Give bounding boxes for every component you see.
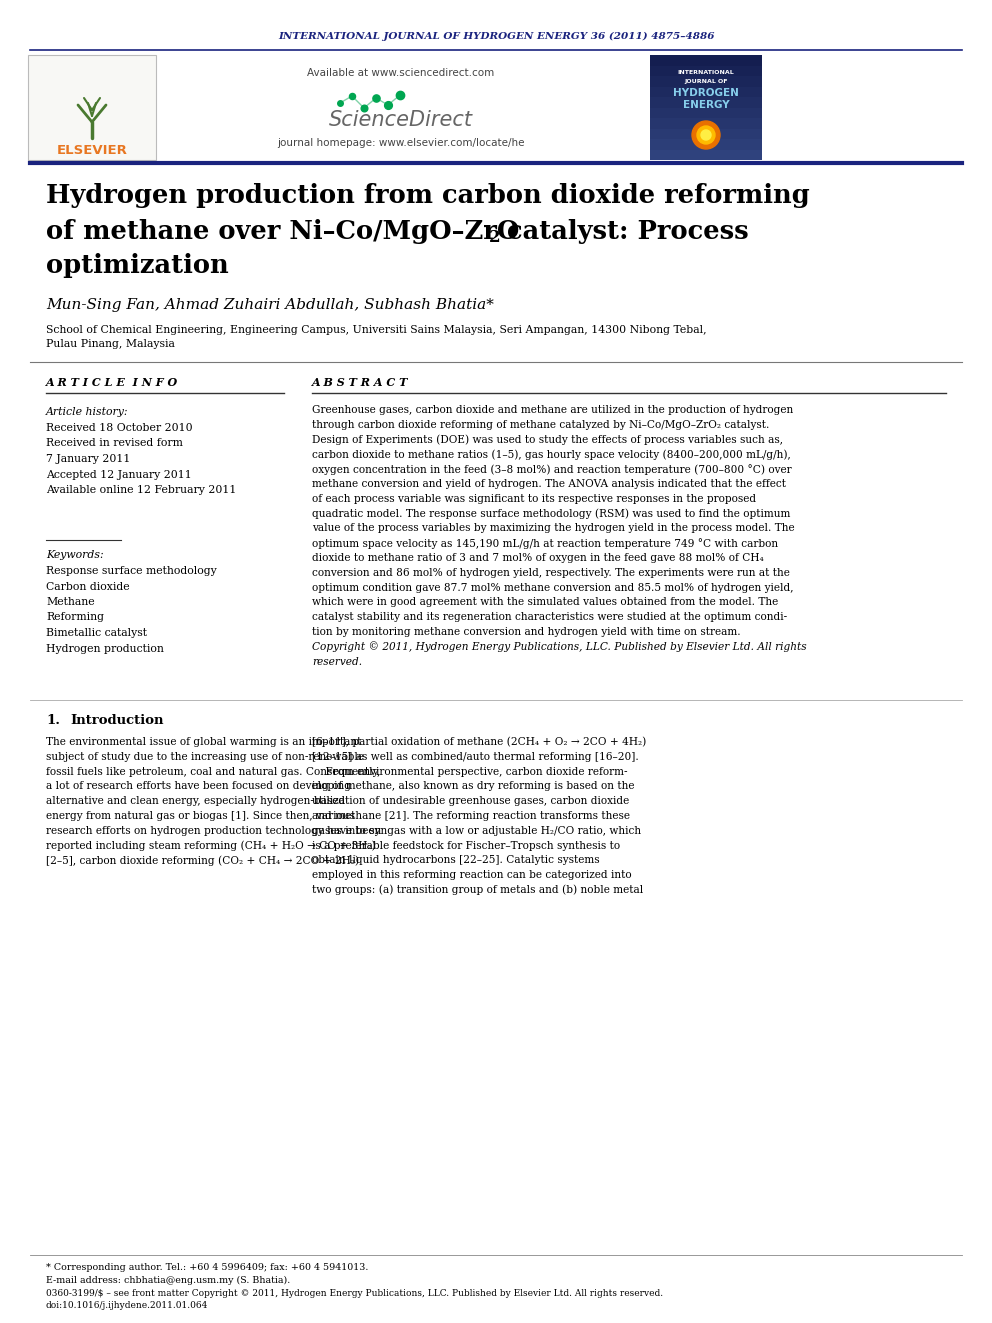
Bar: [28, 56, 156, 160]
Text: of methane over Ni–Co/MgO–ZrO: of methane over Ni–Co/MgO–ZrO: [46, 218, 520, 243]
Text: Introduction: Introduction: [70, 713, 164, 726]
Text: optimum condition gave 87.7 mol% methane conversion and 85.5 mol% of hydrogen yi: optimum condition gave 87.7 mol% methane…: [312, 582, 794, 593]
Text: research efforts on hydrogen production technology have been: research efforts on hydrogen production …: [46, 826, 381, 836]
Text: reserved.: reserved.: [312, 656, 362, 667]
Text: methane conversion and yield of hydrogen. The ANOVA analysis indicated that the : methane conversion and yield of hydrogen…: [312, 479, 786, 490]
Text: utilization of undesirable greenhouse gases, carbon dioxide: utilization of undesirable greenhouse ga…: [312, 796, 629, 806]
Circle shape: [701, 130, 711, 140]
Text: gases into syngas with a low or adjustable H₂/CO ratio, which: gases into syngas with a low or adjustab…: [312, 826, 641, 836]
Text: Accepted 12 January 2011: Accepted 12 January 2011: [46, 470, 191, 479]
Text: ELSEVIER: ELSEVIER: [57, 143, 127, 156]
Text: INTERNATIONAL JOURNAL OF HYDROGEN ENERGY 36 (2011) 4875–4886: INTERNATIONAL JOURNAL OF HYDROGEN ENERGY…: [278, 32, 714, 41]
Text: tion by monitoring methane conversion and hydrogen yield with time on stream.: tion by monitoring methane conversion an…: [312, 627, 741, 636]
Text: [2–5], carbon dioxide reforming (CO₂ + CH₄ → 2CO + 2H₂): [2–5], carbon dioxide reforming (CO₂ + C…: [46, 855, 359, 865]
Text: is a preferable feedstock for Fischer–Tropsch synthesis to: is a preferable feedstock for Fischer–Tr…: [312, 840, 620, 851]
Text: Keywords:: Keywords:: [46, 550, 103, 560]
Text: ENERGY: ENERGY: [682, 101, 729, 110]
Text: ing of methane, also known as dry reforming is based on the: ing of methane, also known as dry reform…: [312, 782, 635, 791]
Bar: [650, 128, 762, 139]
Text: through carbon dioxide reforming of methane catalyzed by Ni–Co/MgO–ZrO₂ catalyst: through carbon dioxide reforming of meth…: [312, 419, 770, 430]
Text: dioxide to methane ratio of 3 and 7 mol% of oxygen in the feed gave 88 mol% of C: dioxide to methane ratio of 3 and 7 mol%…: [312, 553, 764, 564]
Bar: [650, 149, 762, 160]
Text: Methane: Methane: [46, 597, 94, 607]
Text: Hydrogen production: Hydrogen production: [46, 643, 164, 654]
Text: [6–11], partial oxidation of methane (2CH₄ + O₂ → 2CO + 4H₂): [6–11], partial oxidation of methane (2C…: [312, 737, 646, 747]
Text: journal homepage: www.elsevier.com/locate/he: journal homepage: www.elsevier.com/locat…: [277, 138, 525, 148]
Text: JOURNAL OF: JOURNAL OF: [684, 79, 728, 85]
Text: Reforming: Reforming: [46, 613, 104, 623]
Text: The environmental issue of global warming is an important: The environmental issue of global warmin…: [46, 737, 361, 747]
Bar: [650, 75, 762, 86]
Text: [12–15] as well as combined/auto thermal reforming [16–20].: [12–15] as well as combined/auto thermal…: [312, 751, 639, 762]
Bar: [650, 56, 762, 66]
Text: Pulau Pinang, Malaysia: Pulau Pinang, Malaysia: [46, 339, 175, 349]
Text: From environmental perspective, carbon dioxide reform-: From environmental perspective, carbon d…: [312, 766, 628, 777]
Text: catalyst: Process: catalyst: Process: [498, 218, 749, 243]
Text: Design of Experiments (DOE) was used to study the effects of process variables s: Design of Experiments (DOE) was used to …: [312, 434, 783, 445]
Bar: [650, 97, 762, 107]
Text: conversion and 86 mol% of hydrogen yield, respectively. The experiments were run: conversion and 86 mol% of hydrogen yield…: [312, 568, 790, 578]
Text: carbon dioxide to methane ratios (1–5), gas hourly space velocity (8400–200,000 : carbon dioxide to methane ratios (1–5), …: [312, 448, 791, 459]
Text: 2: 2: [489, 229, 501, 246]
Text: A R T I C L E  I N F O: A R T I C L E I N F O: [46, 377, 179, 389]
Text: E-mail address: chbhatia@eng.usm.my (S. Bhatia).: E-mail address: chbhatia@eng.usm.my (S. …: [46, 1275, 291, 1285]
Bar: [650, 86, 762, 97]
Text: catalyst stability and its regeneration characteristics were studied at the opti: catalyst stability and its regeneration …: [312, 613, 787, 622]
Text: employed in this reforming reaction can be categorized into: employed in this reforming reaction can …: [312, 871, 632, 880]
Text: fossil fuels like petroleum, coal and natural gas. Consequently,: fossil fuels like petroleum, coal and na…: [46, 766, 380, 777]
Text: Carbon dioxide: Carbon dioxide: [46, 582, 130, 591]
Text: Available at www.sciencedirect.com: Available at www.sciencedirect.com: [308, 67, 495, 78]
Text: two groups: (a) transition group of metals and (b) noble metal: two groups: (a) transition group of meta…: [312, 885, 643, 896]
Circle shape: [692, 120, 720, 149]
Text: Mun-Sing Fan, Ahmad Zuhairi Abdullah, Subhash Bhatia*: Mun-Sing Fan, Ahmad Zuhairi Abdullah, Su…: [46, 298, 494, 312]
Text: of each process variable was significant to its respective responses in the prop: of each process variable was significant…: [312, 493, 756, 504]
Text: A B S T R A C T: A B S T R A C T: [312, 377, 409, 389]
Text: Copyright © 2011, Hydrogen Energy Publications, LLC. Published by Elsevier Ltd. : Copyright © 2011, Hydrogen Energy Public…: [312, 642, 806, 652]
Text: Greenhouse gases, carbon dioxide and methane are utilized in the production of h: Greenhouse gases, carbon dioxide and met…: [312, 405, 794, 415]
Text: energy from natural gas or biogas [1]. Since then, various: energy from natural gas or biogas [1]. S…: [46, 811, 355, 822]
Text: 7 January 2011: 7 January 2011: [46, 454, 130, 464]
Text: quadratic model. The response surface methodology (RSM) was used to find the opt: quadratic model. The response surface me…: [312, 508, 791, 519]
Text: a lot of research efforts have been focused on developing: a lot of research efforts have been focu…: [46, 782, 351, 791]
Bar: [650, 56, 762, 160]
Bar: [650, 139, 762, 149]
Bar: [650, 118, 762, 128]
Text: subject of study due to the increasing use of non-renewable: subject of study due to the increasing u…: [46, 751, 364, 762]
Text: and methane [21]. The reforming reaction transforms these: and methane [21]. The reforming reaction…: [312, 811, 630, 822]
Text: optimum space velocity as 145,190 mL/g/h at reaction temperature 749 °C with car: optimum space velocity as 145,190 mL/g/h…: [312, 537, 778, 549]
Text: obtain liquid hydrocarbons [22–25]. Catalytic systems: obtain liquid hydrocarbons [22–25]. Cata…: [312, 856, 599, 865]
Text: Response surface methodology: Response surface methodology: [46, 566, 216, 576]
Text: * Corresponding author. Tel.: +60 4 5996409; fax: +60 4 5941013.: * Corresponding author. Tel.: +60 4 5996…: [46, 1262, 368, 1271]
Text: reported including steam reforming (CH₄ + H₂O → CO + 3H₂): reported including steam reforming (CH₄ …: [46, 840, 376, 851]
Text: Available online 12 February 2011: Available online 12 February 2011: [46, 486, 236, 495]
Text: 0360-3199/$ – see front matter Copyright © 2011, Hydrogen Energy Publications, L: 0360-3199/$ – see front matter Copyright…: [46, 1289, 663, 1298]
Text: alternative and clean energy, especially hydrogen-based: alternative and clean energy, especially…: [46, 796, 345, 806]
Text: oxygen concentration in the feed (3–8 mol%) and reaction temperature (700–800 °C: oxygen concentration in the feed (3–8 mo…: [312, 464, 792, 475]
Text: Article history:: Article history:: [46, 407, 129, 417]
Text: Bimetallic catalyst: Bimetallic catalyst: [46, 628, 147, 638]
Text: 1.: 1.: [46, 713, 60, 726]
Bar: [650, 107, 762, 118]
Text: Received 18 October 2010: Received 18 October 2010: [46, 423, 192, 433]
Text: INTERNATIONAL: INTERNATIONAL: [678, 70, 734, 74]
Text: ScienceDirect: ScienceDirect: [329, 110, 473, 130]
Circle shape: [697, 126, 715, 144]
Text: value of the process variables by maximizing the hydrogen yield in the process m: value of the process variables by maximi…: [312, 524, 795, 533]
Text: doi:10.1016/j.ijhydene.2011.01.064: doi:10.1016/j.ijhydene.2011.01.064: [46, 1302, 208, 1311]
Text: which were in good agreement with the simulated values obtained from the model. : which were in good agreement with the si…: [312, 598, 779, 607]
Text: Received in revised form: Received in revised form: [46, 438, 183, 448]
Text: School of Chemical Engineering, Engineering Campus, Universiti Sains Malaysia, S: School of Chemical Engineering, Engineer…: [46, 325, 706, 335]
Text: HYDROGEN: HYDROGEN: [673, 89, 739, 98]
Bar: [650, 66, 762, 75]
Text: optimization: optimization: [46, 254, 229, 279]
Text: Hydrogen production from carbon dioxide reforming: Hydrogen production from carbon dioxide …: [46, 184, 809, 209]
